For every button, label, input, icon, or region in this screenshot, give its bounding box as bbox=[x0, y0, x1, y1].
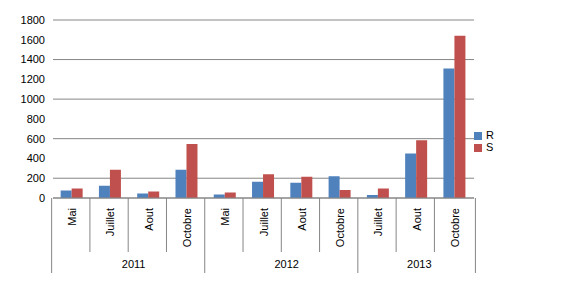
svg-text:200: 200 bbox=[27, 172, 45, 184]
svg-text:1000: 1000 bbox=[21, 93, 45, 105]
svg-text:2011: 2011 bbox=[122, 258, 146, 270]
svg-text:1200: 1200 bbox=[21, 73, 45, 85]
html-text:S: S bbox=[486, 140, 494, 153]
html-text:R: R bbox=[486, 128, 494, 141]
svg-text:Juillet: Juillet bbox=[104, 208, 116, 236]
svg-text:1800: 1800 bbox=[21, 14, 45, 26]
svg-text:Octobre: Octobre bbox=[181, 208, 193, 247]
svg-text:600: 600 bbox=[27, 133, 45, 145]
svg-text:1600: 1600 bbox=[21, 34, 45, 46]
svg-text:Aout: Aout bbox=[296, 208, 308, 231]
svg-text:2013: 2013 bbox=[407, 258, 431, 270]
svg-text:1400: 1400 bbox=[21, 53, 45, 65]
svg-text:Octobre: Octobre bbox=[334, 208, 346, 247]
svg-text:Aout: Aout bbox=[411, 208, 423, 231]
svg-text:2012: 2012 bbox=[275, 258, 299, 270]
svg-text:Mai: Mai bbox=[66, 208, 78, 226]
svg-text:Octobre: Octobre bbox=[449, 208, 461, 247]
svg-text:400: 400 bbox=[27, 152, 45, 164]
svg-text:Aout: Aout bbox=[143, 208, 155, 231]
svg-text:800: 800 bbox=[27, 113, 45, 125]
svg-text:0: 0 bbox=[39, 192, 45, 204]
svg-text:Juillet: Juillet bbox=[258, 208, 270, 236]
svg-text:Juillet: Juillet bbox=[372, 208, 384, 236]
svg-text:Mai: Mai bbox=[219, 208, 231, 226]
